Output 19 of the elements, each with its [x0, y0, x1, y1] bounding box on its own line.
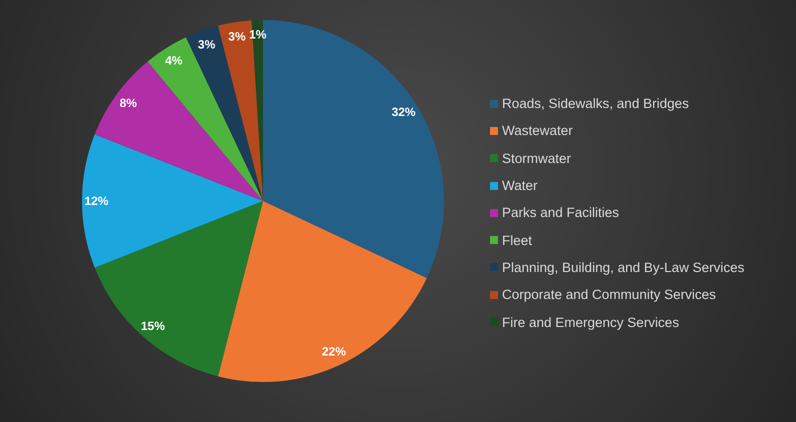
pie-slice — [82, 134, 263, 268]
legend-label: Corporate and Community Services — [502, 287, 716, 302]
data-label: 32% — [392, 104, 416, 119]
pie-slice — [218, 201, 427, 382]
data-label: 3% — [198, 37, 216, 52]
data-label: 8% — [120, 96, 138, 110]
legend-label: Wastewater — [502, 123, 573, 138]
legend-label: Roads, Sidewalks, and Bridges — [502, 96, 689, 112]
legend-label: Parks and Facilities — [502, 205, 620, 220]
legend-label: Water — [502, 178, 538, 194]
legend-label: Fleet — [502, 232, 532, 248]
data-label: 4% — [165, 53, 183, 68]
legend-label: Stormwater — [502, 150, 572, 166]
data-label: 12% — [84, 194, 109, 208]
data-label: 22% — [322, 344, 346, 359]
data-label: 15% — [140, 318, 166, 333]
data-label: 3% — [228, 30, 246, 44]
legend-label: Planning, Building, and By-Law Services — [502, 260, 744, 275]
legend-label: Fire and Emergency Services — [502, 314, 680, 330]
